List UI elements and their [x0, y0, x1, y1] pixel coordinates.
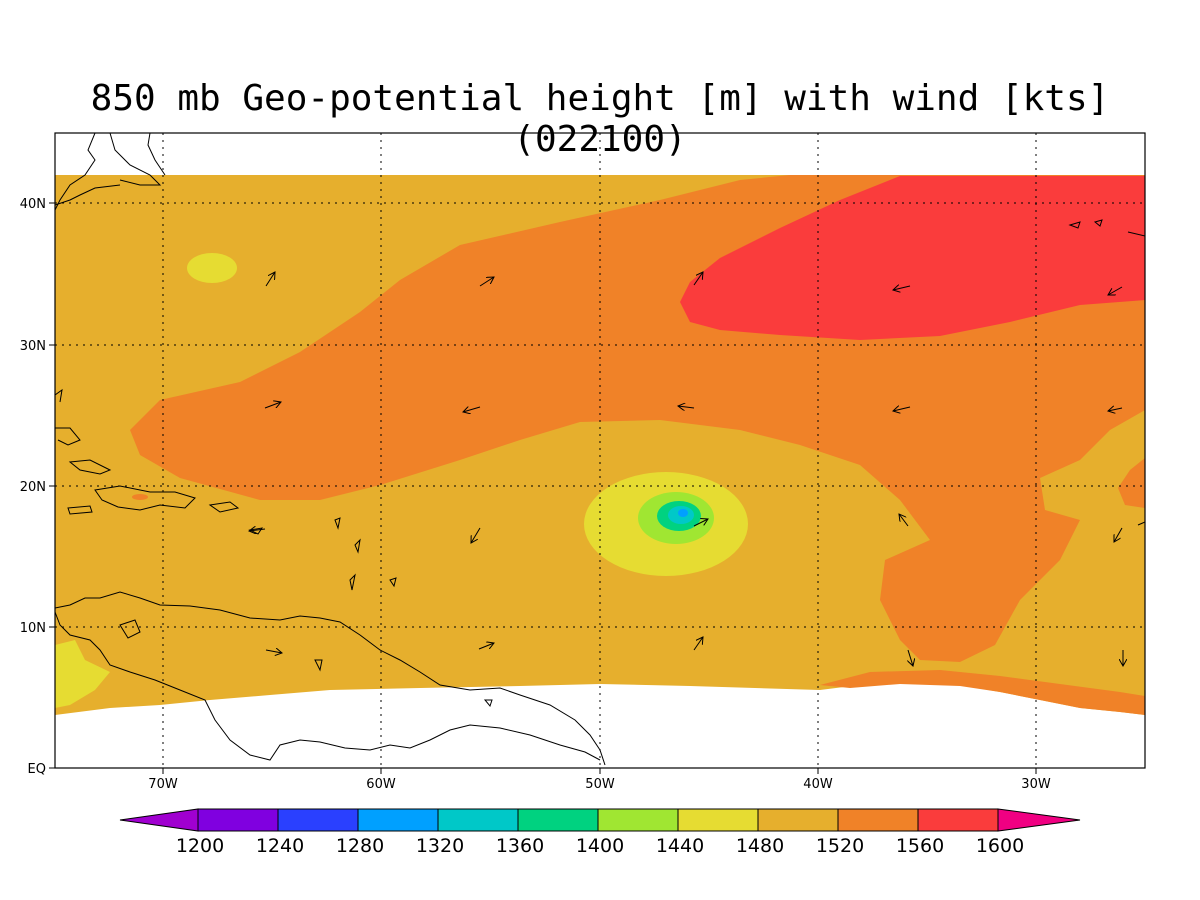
lat-label-10n: 10N [20, 621, 46, 636]
colorbar-swatch-1240-1280 [277, 808, 359, 832]
colorbar-label: 1240 [256, 835, 304, 857]
colorbar-label: 1480 [736, 835, 784, 857]
colorbar-swatch-1200-1240 [197, 808, 279, 832]
axis-ticks [49, 202, 1037, 774]
colorbar-label: 1520 [816, 835, 864, 857]
colorbar-label: 1600 [976, 835, 1024, 857]
colorbar-swatch-1320-1360 [437, 808, 519, 832]
lat-label-20n: 20N [20, 480, 46, 495]
colorbar-labels: 1200 1240 1280 1320 1360 1400 1440 1480 … [176, 835, 1024, 857]
map-plot-area [55, 133, 1145, 768]
map-title: 850 mb Geo-potential height [m] with win… [90, 78, 1110, 160]
lon-label-60w: 60W [366, 777, 396, 792]
colorbar-label: 1440 [656, 835, 704, 857]
colorbar-low-arrow [119, 808, 199, 832]
lat-label-40n: 40N [20, 197, 46, 212]
height-region-1560-east [1118, 458, 1145, 508]
height-region-1320-storm [678, 509, 688, 517]
colorbar-swatch-1280-1320 [357, 808, 439, 832]
colorbar-high-arrow [997, 808, 1081, 832]
lon-label-70w: 70W [148, 777, 178, 792]
colorbar-label: 1360 [496, 835, 544, 857]
height-spot-hispaniola [132, 494, 148, 500]
lon-label-30w: 30W [1021, 777, 1051, 792]
colorbar-swatch-1520-1560 [837, 808, 919, 832]
lon-label-40w: 40W [803, 777, 833, 792]
wind-vectors [249, 272, 1123, 666]
colorbar-label: 1560 [896, 835, 944, 857]
colorbar-swatch-1480-1520 [757, 808, 839, 832]
lat-label-eq: EQ [28, 762, 46, 777]
coastlines [55, 133, 1145, 766]
colorbar-label: 1320 [416, 835, 464, 857]
height-region-1480-northwest [187, 253, 237, 283]
longitude-labels: 70W 60W 50W 40W 30W [148, 777, 1051, 792]
colorbar-swatch-1560-1600 [917, 808, 999, 832]
colorbar-swatch-1440-1480 [677, 808, 759, 832]
height-region-1600 [680, 176, 1145, 340]
latitude-labels: 40N 30N 20N 10N EQ [20, 197, 46, 777]
height-region-1560-south [820, 670, 1145, 715]
colorbar-swatch-1400-1440 [597, 808, 679, 832]
colorbar [119, 808, 1081, 832]
graticule [55, 133, 1145, 768]
colorbar-label: 1400 [576, 835, 624, 857]
height-region-1480-southwest [55, 640, 110, 708]
lat-label-30n: 30N [20, 339, 46, 354]
lon-label-50w: 50W [585, 777, 615, 792]
colorbar-swatch-1360-1400 [517, 808, 599, 832]
colorbar-label: 1200 [176, 835, 224, 857]
colorbar-label: 1280 [336, 835, 384, 857]
